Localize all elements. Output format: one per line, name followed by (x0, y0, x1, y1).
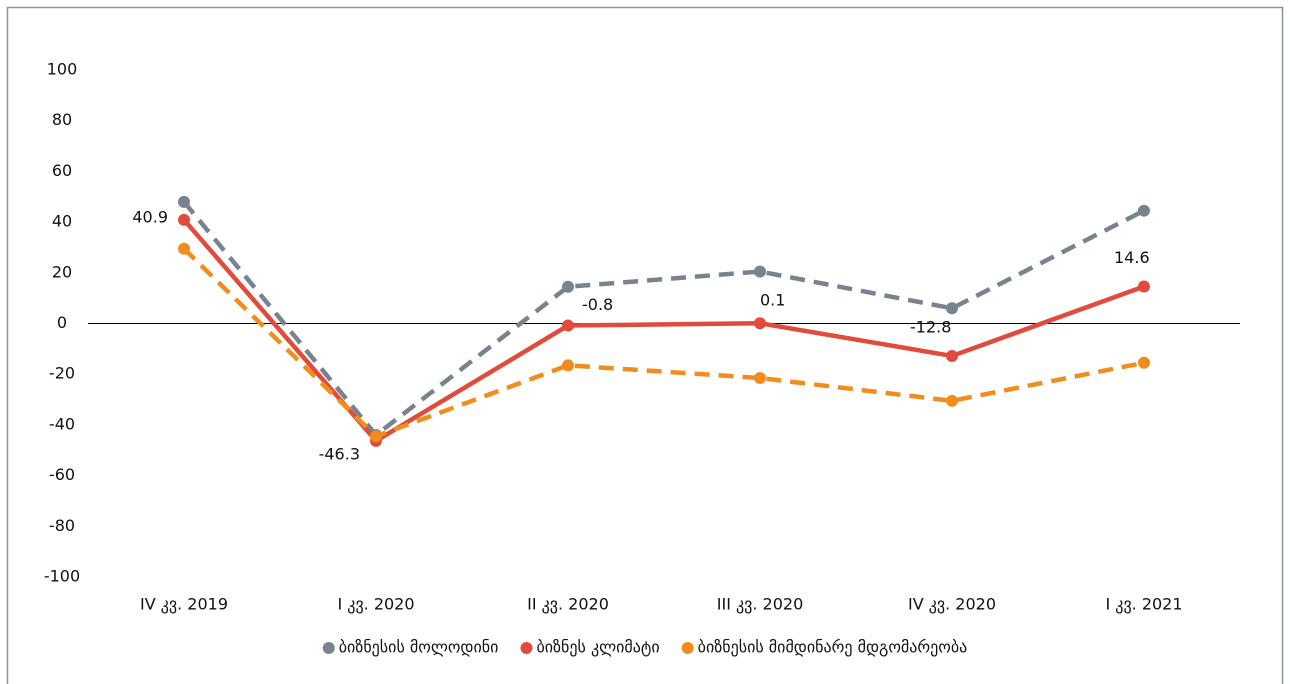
y-tick-label: 0 (57, 313, 67, 332)
data-label: -0.8 (582, 295, 613, 314)
y-tick-label: -100 (44, 567, 80, 586)
x-tick-label: IV კვ. 2019 (140, 595, 228, 614)
marker (370, 430, 382, 443)
y-tick-label: 20 (52, 262, 72, 281)
y-tick-label: -20 (49, 364, 75, 383)
marker (1138, 204, 1150, 217)
marker (754, 265, 766, 278)
marker (178, 213, 190, 226)
y-tick-label: -60 (49, 465, 75, 484)
marker (946, 302, 958, 315)
legend-marker (520, 642, 533, 654)
legend-marker (681, 642, 694, 654)
x-tick-label: III კვ. 2020 (717, 595, 804, 614)
marker (946, 349, 958, 362)
legend-label: ბიზნეს კლიმატი (536, 638, 659, 657)
data-label: -12.8 (910, 317, 951, 336)
y-tick-label: 100 (47, 60, 78, 79)
legend-label: ბიზნესის მიმდინარე მდგომარეობა (698, 638, 968, 657)
marker (178, 195, 190, 208)
y-tick-label: -40 (49, 414, 75, 433)
data-label: 14.6 (1114, 248, 1150, 267)
marker (562, 280, 574, 293)
x-tick-label: I კვ. 2021 (1105, 595, 1182, 614)
legend: ბიზნესის მოლოდინი ბიზნეს კლიმატი ბიზნესის … (322, 638, 968, 657)
marker (754, 317, 766, 330)
frame (6, 6, 1284, 684)
marker (562, 359, 574, 372)
x-tick-label: IV კვ. 2020 (908, 595, 996, 614)
y-tick-label: 60 (52, 161, 72, 180)
series-line (182, 218, 1145, 444)
y-tick-label: 40 (52, 212, 72, 231)
legend-marker (322, 642, 335, 654)
x-tick-label: II კვ. 2020 (527, 595, 609, 614)
y-tick-label: 80 (52, 110, 72, 129)
marker (178, 242, 190, 255)
data-label: 40.9 (132, 207, 168, 226)
series-line (182, 200, 1146, 439)
marker (754, 372, 766, 385)
marker (946, 394, 958, 407)
x-tick-label: I კვ. 2020 (337, 595, 414, 614)
data-label: -46.3 (319, 444, 360, 463)
data-label: 0.1 (760, 291, 785, 310)
marker (1138, 280, 1150, 293)
series-line (182, 247, 1145, 439)
marker (1138, 356, 1150, 369)
legend-label: ბიზნესის მოლოდინი (339, 638, 499, 657)
y-tick-label: -80 (49, 516, 75, 535)
marker (562, 319, 574, 332)
